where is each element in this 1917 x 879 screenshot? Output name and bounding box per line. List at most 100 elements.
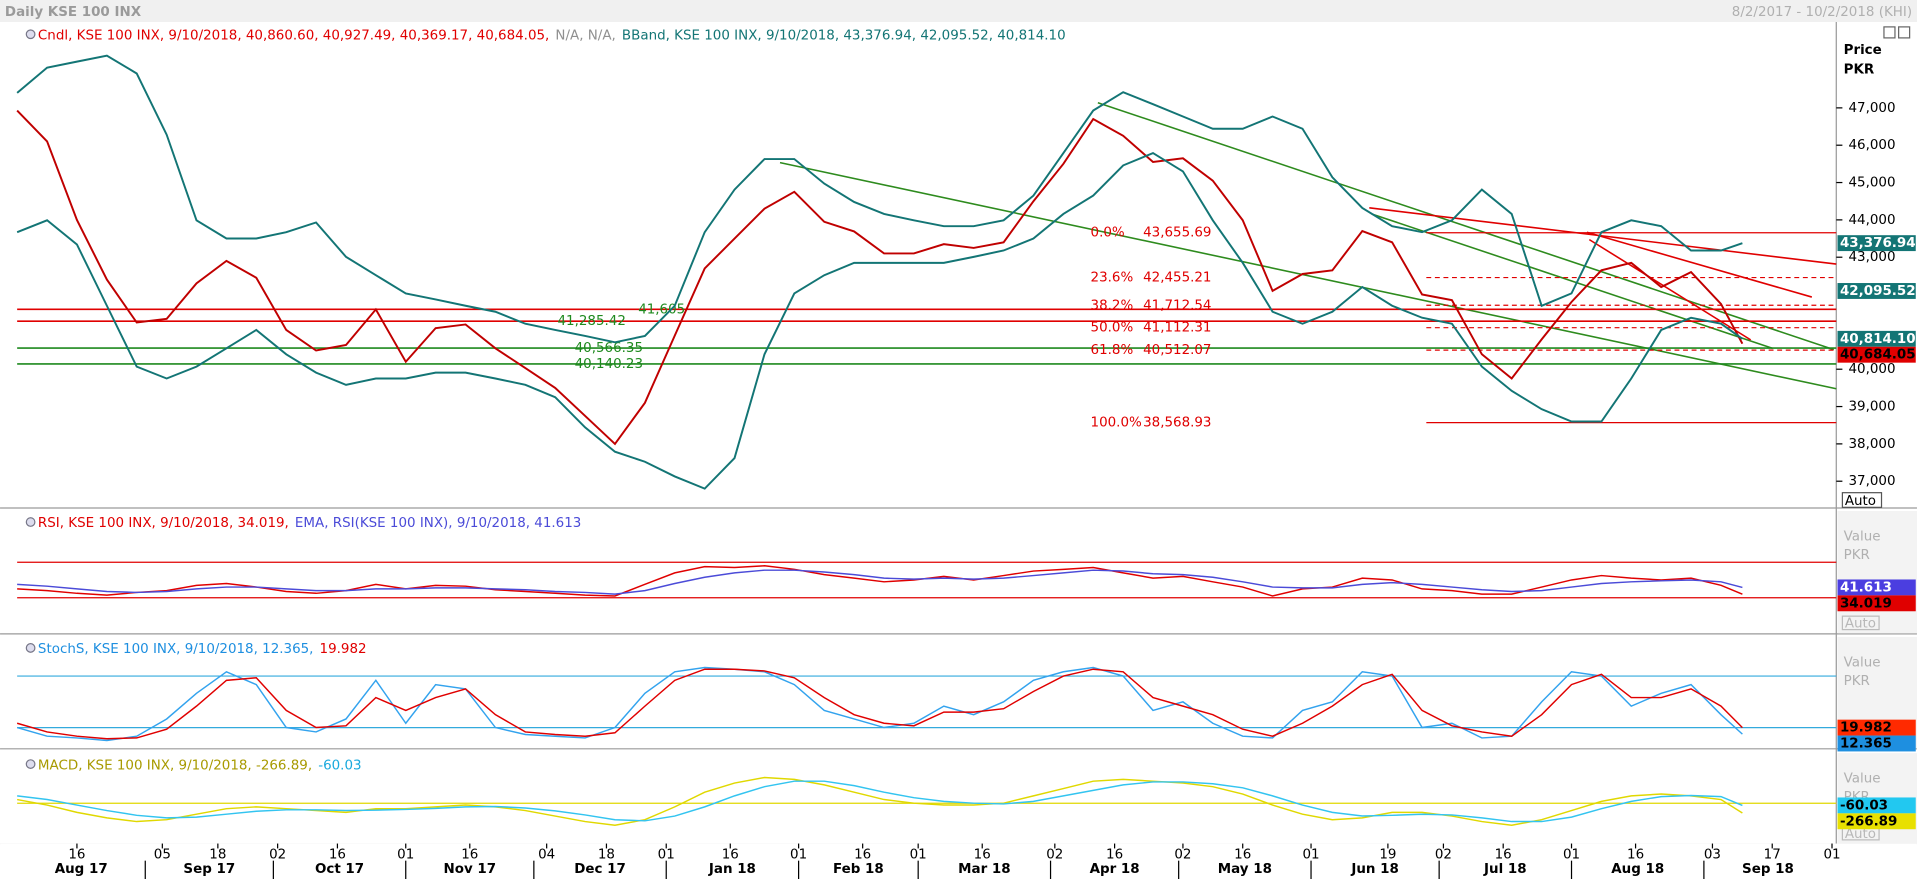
x-tick-label: 05 <box>154 848 171 863</box>
x-tick-label: 01 <box>910 848 927 863</box>
legend-icon <box>25 759 36 769</box>
x-tick-label: 19 <box>1379 848 1396 863</box>
month-label: Sep 18 <box>1742 862 1794 877</box>
legend-entry: StochS, KSE 100 INX, 9/10/2018, 12.365, <box>38 642 314 657</box>
x-tick-label: 04 <box>538 848 555 863</box>
panel-legend: StochS, KSE 100 INX, 9/10/2018, 12.365, 1… <box>38 642 367 657</box>
value-tag-label: 34.019 <box>1840 596 1892 611</box>
legend-icon <box>25 517 36 527</box>
fib-value: 41,112.31 <box>1143 321 1211 336</box>
panel-legend: RSI, KSE 100 INX, 9/10/2018, 34.019, EMA,… <box>38 516 581 531</box>
trend-line <box>1371 213 1773 350</box>
x-tick-label: 16 <box>1495 848 1512 863</box>
value-tag <box>1837 283 1916 299</box>
value-tag <box>1837 719 1916 736</box>
fib-level: 23.6% <box>1091 271 1134 286</box>
series-line <box>17 565 1743 597</box>
x-tick-label: 03 <box>1704 848 1721 863</box>
value-tag-label: 40,814.10 <box>1840 332 1916 347</box>
month-label: Mar 18 <box>958 862 1010 877</box>
y-tick-label: 46,000 <box>1849 138 1896 153</box>
y-tick-label: 47,000 <box>1849 101 1896 116</box>
y-tick-label: 45,000 <box>1849 176 1896 191</box>
month-label: Sep 17 <box>183 862 235 877</box>
value-tag <box>1837 813 1916 830</box>
auto-box <box>1841 615 1880 631</box>
x-tick-label: 16 <box>329 848 346 863</box>
legend-entry: BBand, KSE 100 INX, 9/10/2018, 43,376.94… <box>622 28 1066 43</box>
panel-legend: MACD, KSE 100 INX, 9/10/2018, -266.89, -6… <box>38 758 362 773</box>
support-label: 41,605 <box>638 302 685 317</box>
x-tick-label: 02 <box>269 848 286 863</box>
month-label: Oct 17 <box>315 862 364 877</box>
x-tick-label: 16 <box>1234 848 1251 863</box>
value-tag <box>1837 595 1916 612</box>
legend-icon <box>25 643 36 653</box>
x-tick-label: 17 <box>1764 848 1781 863</box>
y-tick-label: 40,000 <box>1849 362 1896 377</box>
x-tick-label: 01 <box>1823 848 1840 863</box>
y-axis-title: Value <box>1844 530 1881 545</box>
value-tag <box>1837 579 1916 596</box>
fib-level: 50.0% <box>1091 321 1134 336</box>
fib-level: 61.8% <box>1091 343 1134 358</box>
x-tick-label: 16 <box>68 848 85 863</box>
window-button[interactable] <box>1883 26 1896 39</box>
month-label: May 18 <box>1218 862 1272 877</box>
window-button[interactable] <box>1898 26 1911 39</box>
fib-value: 41,712.54 <box>1143 298 1211 313</box>
x-tick-label: 01 <box>790 848 807 863</box>
y-axis-unit: PKR <box>1844 674 1870 689</box>
legend-entry: N/A, N/A, <box>555 28 615 43</box>
trend-lines <box>779 101 1837 390</box>
date-range: 8/2/2017 - 10/2/2018 (KHI) <box>1732 5 1912 20</box>
fib-value: 38,568.93 <box>1143 416 1211 431</box>
legend-entry: Cndl, KSE 100 INX, 9/10/2018, 40,860.60,… <box>38 28 549 43</box>
x-tick-label: 02 <box>1046 848 1063 863</box>
value-area <box>1837 511 1917 634</box>
scale-mode: Auto <box>1845 616 1876 631</box>
auto-box <box>1841 492 1883 508</box>
x-tick-label: 16 <box>854 848 871 863</box>
panel-legend: Cndl, KSE 100 INX, 9/10/2018, 40,860.60,… <box>38 28 1066 43</box>
support-label: 40,566.35 <box>575 341 643 356</box>
fib-value: 40,512.07 <box>1143 343 1211 358</box>
trend-line <box>1097 101 1835 351</box>
value-tag-label: 19.982 <box>1840 721 1892 736</box>
value-tag-label: 40,684.05 <box>1840 348 1916 363</box>
fib-level: 0.0% <box>1091 226 1125 241</box>
x-tick-label: 16 <box>974 848 991 863</box>
series-line <box>17 569 1743 595</box>
trend-line <box>1369 207 1837 265</box>
y-tick-label: 44,000 <box>1849 213 1896 228</box>
x-tick-label: 16 <box>1627 848 1644 863</box>
y-axis-title: Price <box>1844 43 1882 58</box>
x-tick-label: 16 <box>722 848 739 863</box>
legend-entry: EMA, RSI(KSE 100 INX), 9/10/2018, 41.613 <box>295 516 581 531</box>
trend-line <box>1586 231 1813 298</box>
x-tick-label: 18 <box>209 848 226 863</box>
x-tick-label: 02 <box>1435 848 1452 863</box>
x-tick-label: 01 <box>397 848 414 863</box>
x-tick-label: 02 <box>1174 848 1191 863</box>
trend-line <box>779 161 1837 390</box>
title-bar <box>0 0 1917 23</box>
value-tag <box>1837 797 1916 814</box>
x-tick-label: 18 <box>598 848 615 863</box>
value-tag-label: -266.89 <box>1840 814 1897 829</box>
fib-level: 38.2% <box>1091 298 1134 313</box>
value-tag <box>1837 735 1916 752</box>
month-label: Dec 17 <box>574 862 626 877</box>
month-label: Jul 18 <box>1483 862 1527 877</box>
month-label: Nov 17 <box>443 862 496 877</box>
scale-mode: Auto <box>1845 494 1876 509</box>
month-label: Feb 18 <box>833 862 884 877</box>
x-tick-label: 01 <box>1302 848 1319 863</box>
support-label: 41,285.42 <box>558 314 626 329</box>
date-axis <box>0 843 1917 879</box>
fib-value: 43,655.69 <box>1143 226 1211 241</box>
y-axis-unit: PKR <box>1844 63 1875 78</box>
y-axis-title: Value <box>1844 656 1881 671</box>
